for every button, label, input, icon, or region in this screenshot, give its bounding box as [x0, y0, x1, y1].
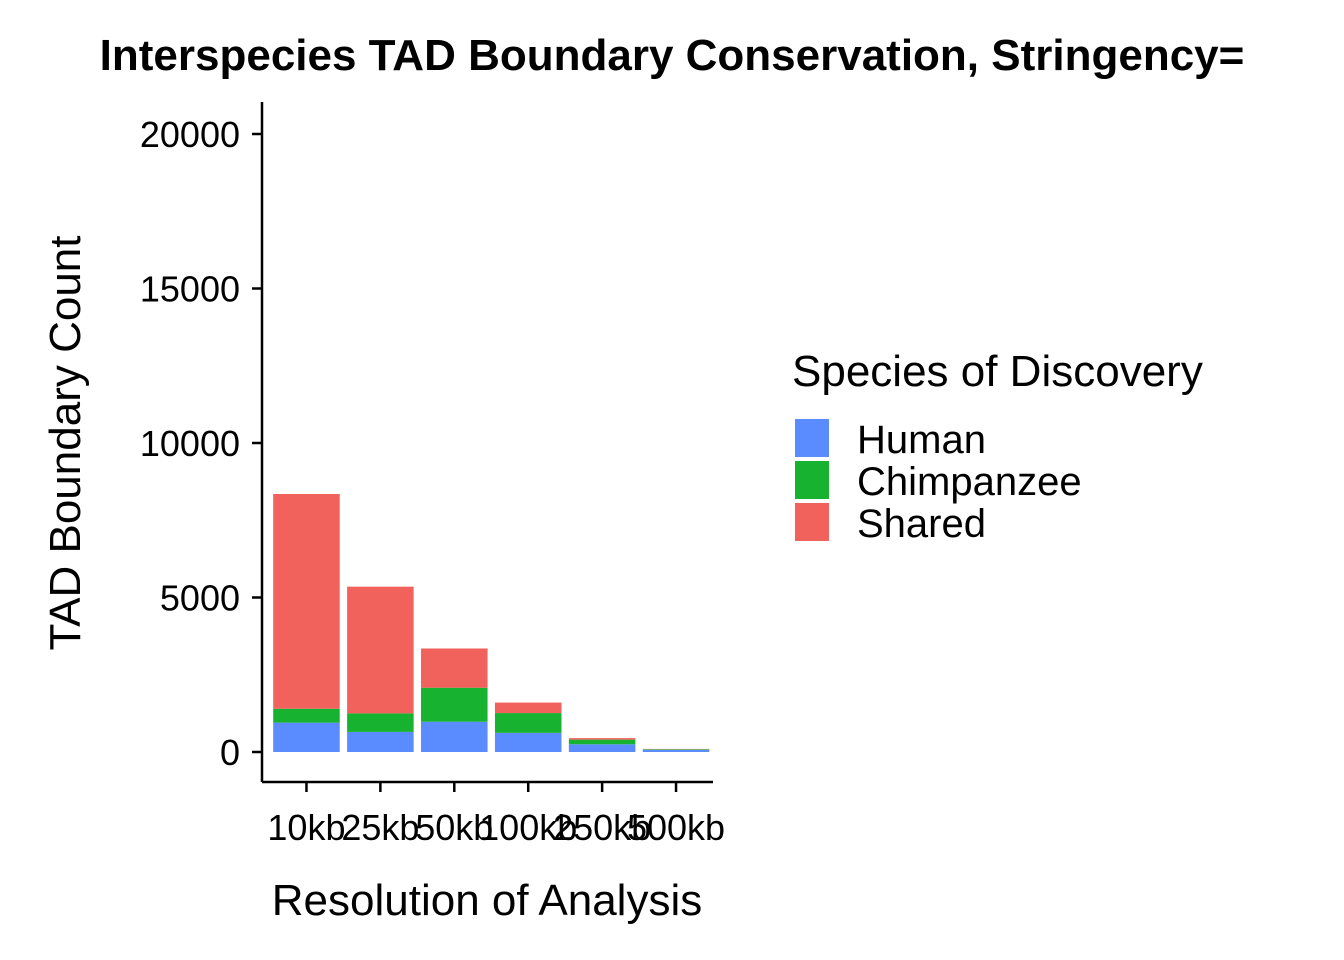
bar-500kb-chimpanzee	[642, 749, 710, 750]
y-tick-label-10000: 10000	[140, 423, 240, 464]
bar-100kb-human	[494, 732, 562, 752]
bar-100kb-chimpanzee	[494, 713, 562, 733]
y-axis: 0 5000 10000 15000 20000	[140, 102, 264, 782]
bar-100kb-shared	[494, 702, 562, 714]
bar-250kb-chimpanzee	[568, 739, 636, 745]
bar-25kb-chimpanzee	[347, 713, 414, 732]
legend-swatch-human	[795, 419, 829, 457]
legend-swatch-shared	[795, 503, 829, 541]
bar-25kb-human	[347, 731, 414, 752]
y-tick-label-5000: 5000	[160, 578, 240, 619]
x-tick-label-100kb: 100kb	[479, 807, 577, 848]
bar-500kb-human	[642, 749, 710, 752]
bar-50kb-shared	[421, 648, 488, 688]
x-tick-label-250kb: 250kb	[553, 807, 651, 848]
bar-10kb-chimpanzee	[273, 708, 340, 723]
y-axis-label: TAD Boundary Count	[41, 236, 90, 651]
x-axis-label: Resolution of Analysis	[272, 876, 702, 925]
bar-25kb-shared	[347, 586, 414, 714]
bar-50kb-human	[421, 721, 488, 752]
x-tick-label-500kb: 500kb	[627, 807, 725, 848]
x-tick-label-25kb: 25kb	[341, 807, 419, 848]
x-tick-label-10kb: 10kb	[267, 807, 345, 848]
legend-title: Species of Discovery	[792, 347, 1203, 396]
bar-10kb-shared	[273, 493, 340, 709]
bar-10kb-human	[273, 722, 340, 752]
y-tick-label-20000: 20000	[140, 114, 240, 155]
bar-250kb-human	[568, 744, 636, 752]
legend-swatch-chimpanzee	[795, 461, 829, 499]
y-tick-label-15000: 15000	[140, 269, 240, 310]
legend-label-human: Human	[857, 418, 986, 462]
plot-area	[273, 493, 710, 752]
legend-label-chimpanzee: Chimpanzee	[857, 460, 1082, 504]
legend: Species of Discovery HumanChimpanzeeShar…	[792, 347, 1203, 546]
chart-title: Interspecies TAD Boundary Conservation, …	[100, 31, 1245, 80]
legend-label-shared: Shared	[857, 502, 986, 546]
x-tick-label-50kb: 50kb	[415, 807, 493, 848]
bar-50kb-chimpanzee	[421, 687, 488, 722]
y-tick-label-0: 0	[220, 732, 240, 773]
bar-250kb-shared	[568, 738, 636, 740]
